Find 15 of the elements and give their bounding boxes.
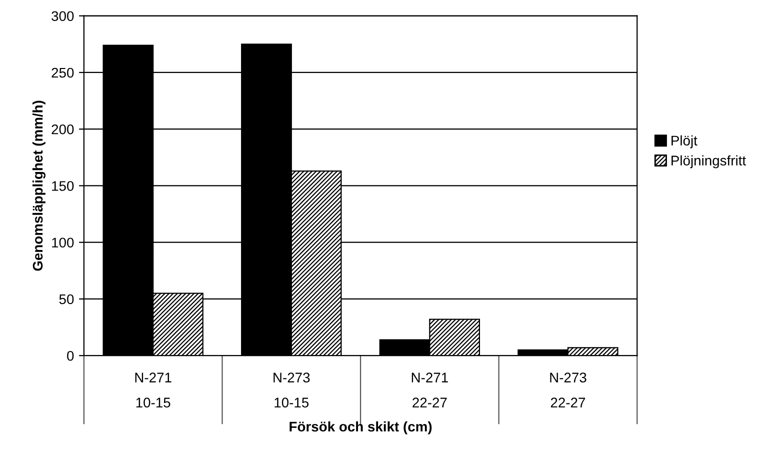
x-tick-label: N-273 22-27 <box>550 372 586 408</box>
y-tick-label: 150 <box>52 181 74 191</box>
y-axis-title: Genomsläpplighet (mm/h) <box>32 100 46 271</box>
y-tick-label: 250 <box>52 68 74 78</box>
y-tick-label: 50 <box>59 294 74 304</box>
x-tick-label: N-271 22-27 <box>412 372 448 408</box>
x-tick-label: N-273 10-15 <box>274 372 310 408</box>
y-tick-label: 100 <box>52 238 74 248</box>
y-tick-label: 300 <box>52 11 74 22</box>
y-tick-label: 200 <box>52 124 74 134</box>
y-tick-label: 0 <box>67 350 74 361</box>
x-tick-label: N-271 10-15 <box>135 372 172 408</box>
legend-label: Plöjningsfritt <box>672 155 746 168</box>
legend-label: Plöjt <box>672 135 698 148</box>
x-axis-title: Försök och skikt (cm) <box>290 421 432 434</box>
